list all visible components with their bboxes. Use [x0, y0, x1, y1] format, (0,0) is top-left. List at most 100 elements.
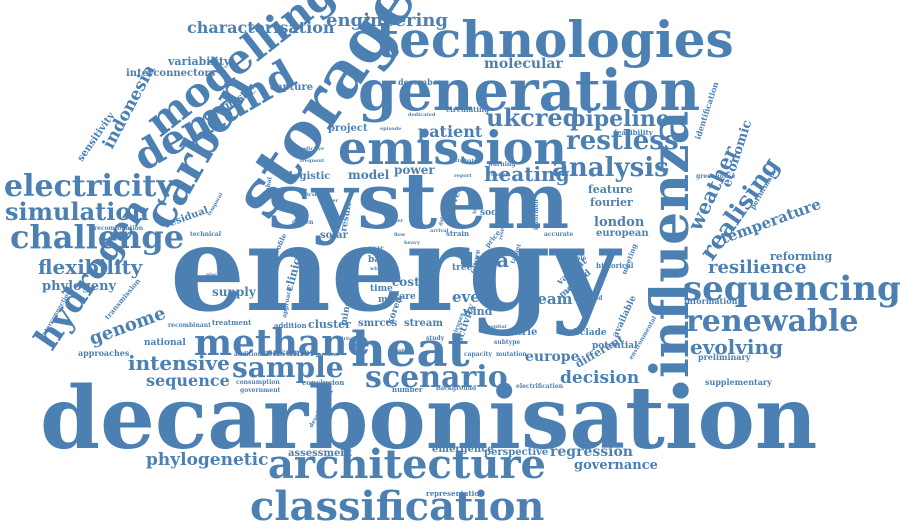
word-year: year — [368, 245, 384, 252]
word-challenge: challenge — [10, 218, 184, 256]
word-europe: europe — [525, 349, 580, 365]
word-solar: solar — [320, 230, 349, 241]
word-sample: sample — [232, 351, 344, 384]
word-hospital: hospital — [484, 324, 507, 330]
word-classification: classification — [250, 483, 545, 529]
word-insight: insight — [388, 348, 408, 354]
word-scenario: scenario — [365, 360, 508, 395]
word-historical: historical — [596, 261, 634, 270]
word-report: report — [454, 173, 472, 179]
word-architecture: architecture — [268, 441, 546, 488]
word-european: european — [596, 228, 649, 239]
word-interconnectors: interconnectors — [126, 68, 216, 79]
word-governance: governance — [574, 458, 658, 473]
word-global: global — [263, 176, 274, 198]
word-feasibility: feasibility — [614, 128, 654, 137]
word-molecular: molecular — [484, 56, 563, 72]
word-resilience: resilience — [708, 257, 807, 278]
word-future: future — [469, 248, 482, 274]
word-representation: representation — [426, 489, 484, 498]
word-cluster: cluster — [308, 318, 351, 331]
word-electrification: electrification — [516, 383, 564, 390]
word-stream: stream — [404, 318, 443, 329]
word-restless: restless — [566, 126, 679, 156]
word-wind: wind — [462, 305, 493, 318]
word-length: length — [472, 195, 480, 214]
word-decarbonisation: decarbonisation — [40, 368, 817, 469]
word-care: care — [394, 292, 416, 302]
word-supply: supply — [212, 285, 257, 299]
word-heat: heat — [351, 322, 470, 378]
word-flow: flow — [394, 232, 406, 238]
word-system: system — [268, 156, 569, 247]
word-sequencing: sequencing — [683, 269, 900, 309]
word-influenza: influenza — [640, 111, 701, 378]
word-steam: steam — [522, 290, 573, 308]
word-cost: cost — [392, 275, 420, 289]
word-capacity: capacity — [464, 351, 492, 358]
word-assessment: assessment — [288, 448, 353, 459]
word-frequent: frequent — [300, 158, 325, 164]
word-predictive: predictive — [296, 146, 324, 152]
word-consumer: consumer — [260, 348, 316, 359]
word-recombination: recombination — [94, 225, 144, 232]
word-episode: episode — [380, 126, 401, 132]
word-event: event — [452, 288, 498, 306]
word-flexibility: flexibility — [38, 255, 144, 279]
word-national: national — [144, 338, 186, 348]
word-perspective: perspective — [484, 447, 548, 458]
word-conclusion: conclusion — [302, 378, 344, 387]
word-methane: methane — [194, 322, 370, 364]
word-resistant: resistant — [498, 214, 508, 240]
word-technologies: technologies — [376, 10, 734, 69]
word-analysis: analysis — [552, 153, 669, 183]
word-time: time — [370, 284, 393, 294]
word-greenhouse: greenhouse — [696, 173, 735, 180]
word-subtype: subtype — [494, 339, 520, 346]
word-most: most — [378, 295, 404, 305]
word-additional: additional — [234, 351, 269, 358]
word-present: present — [318, 352, 340, 358]
word-characterisation: characterisation — [187, 18, 335, 37]
word-bali: bali — [368, 255, 388, 265]
word-warning: warning — [487, 161, 516, 168]
word-evolving: evolving — [690, 335, 783, 359]
word-power: power — [394, 163, 435, 177]
word-dedicated: dedicated — [408, 112, 436, 118]
word-emission: emission — [338, 121, 567, 175]
word-consumption: consumption — [236, 379, 280, 386]
word-phylogenetic: phylogenetic — [146, 450, 268, 470]
word-tree: tree — [452, 263, 473, 273]
word-ukcred: ukcred — [486, 103, 580, 132]
word-recombinant: recombinant — [168, 322, 211, 329]
word-government: government — [240, 387, 281, 394]
word-driven: driven — [292, 219, 314, 226]
word-december: december — [398, 77, 443, 87]
word-variability: variability — [167, 55, 231, 68]
word-generation: generation — [358, 58, 700, 124]
word-dataset: dataset — [438, 204, 448, 226]
word-london: london — [594, 215, 645, 230]
word-treatment: treatment — [212, 318, 252, 327]
word-driver: driver — [340, 336, 357, 342]
word-supplementary: supplementary — [705, 377, 772, 387]
word-energy: energy — [170, 199, 623, 338]
word-emergence: emergence — [432, 444, 494, 455]
word-mutation: mutation — [496, 351, 527, 358]
word-electrolytic: electrolytic — [206, 272, 238, 278]
word-informed: informed — [533, 198, 540, 230]
word-change: change — [488, 172, 508, 178]
word-heating: heating — [484, 162, 570, 186]
word-potential: potential — [592, 341, 638, 351]
word-regression: regression — [550, 444, 633, 460]
word-attribute: attribute — [452, 158, 477, 164]
word-simulation: simulation — [5, 197, 149, 226]
word-technical: technical — [190, 231, 222, 238]
word-renewable: renewable — [686, 304, 859, 339]
word-intensive: intensive — [128, 351, 230, 375]
word-electricity: electricity — [4, 169, 175, 204]
word-meeting: meeting — [619, 242, 639, 275]
word-arrival: arrival — [430, 228, 449, 234]
